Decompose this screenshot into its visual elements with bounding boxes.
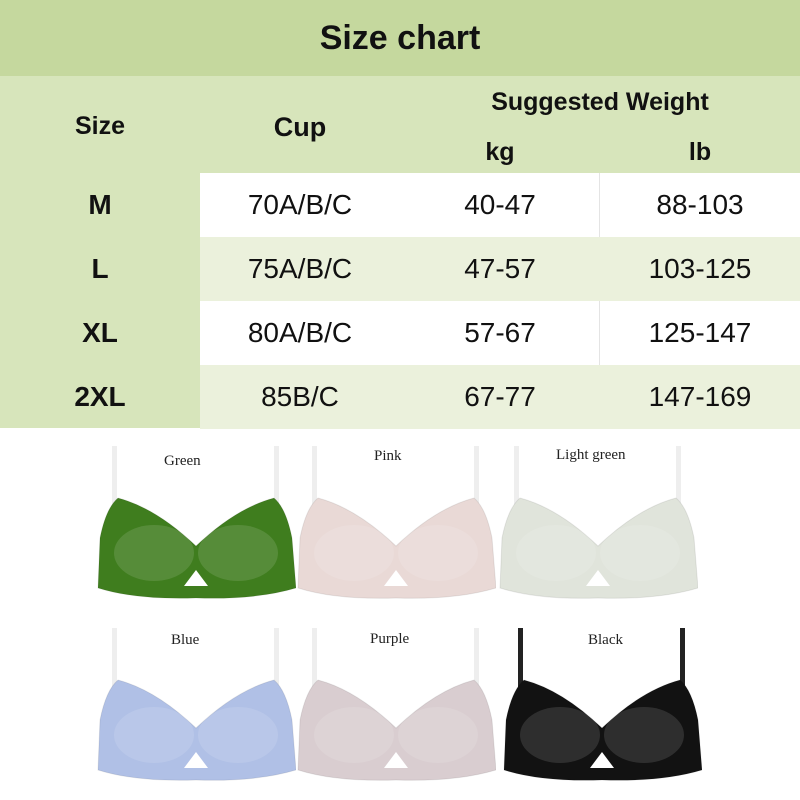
product-green: Green <box>96 438 296 613</box>
cell-size: M <box>88 189 112 220</box>
left-strap <box>518 628 523 688</box>
center-cutout <box>384 752 408 768</box>
right-strap <box>474 446 479 506</box>
header-cup: Cup <box>273 112 327 142</box>
bra-illustration <box>297 628 496 781</box>
size-column-bg <box>0 173 200 428</box>
cell-cup: 75A/B/C <box>247 253 353 284</box>
bra-body <box>499 497 698 599</box>
cell-kg: 40-47 <box>464 189 536 220</box>
left-strap <box>312 446 317 506</box>
bra-body <box>97 679 296 781</box>
header-suggested-weight: Suggested Weight <box>491 88 709 116</box>
cell-cup: 70A/B/C <box>247 189 353 220</box>
bra-illustration <box>297 446 496 599</box>
cell-size: XL <box>82 317 118 348</box>
cell-lb: 88-103 <box>656 189 744 220</box>
table-row: XL 80A/B/C 57-67 125-147 <box>0 301 800 365</box>
bra-illustration <box>499 446 698 599</box>
header-kg: kg <box>485 138 515 166</box>
left-strap <box>112 628 117 688</box>
left-strap <box>112 446 117 506</box>
center-cutout <box>184 570 208 586</box>
product-label: Pink <box>374 448 402 464</box>
table-row: M 70A/B/C 40-47 88-103 <box>0 173 800 237</box>
center-cutout <box>184 752 208 768</box>
product-black: Black <box>502 620 702 795</box>
bra-illustration <box>97 628 296 781</box>
cell-cup: 85B/C <box>261 381 339 412</box>
cell-kg: 47-57 <box>464 253 536 284</box>
product-label: Light green <box>556 447 626 463</box>
center-cutout <box>384 570 408 586</box>
cell-lb: 103-125 <box>648 253 752 284</box>
product-label: Purple <box>370 631 410 647</box>
bra-body <box>297 497 496 599</box>
header-size: Size <box>74 112 126 140</box>
left-strap <box>514 446 519 506</box>
cell-lb: 125-147 <box>648 317 752 348</box>
right-strap <box>274 446 279 506</box>
product-label: Green <box>164 453 201 469</box>
product-pink: Pink <box>296 438 496 613</box>
right-strap <box>676 446 681 506</box>
bra-body <box>97 497 296 599</box>
table-row: L 75A/B/C 47-57 103-125 <box>0 237 800 301</box>
table-row: 2XL 85B/C 67-77 147-169 <box>0 365 800 429</box>
cell-size: 2XL <box>74 381 126 412</box>
bra-illustration <box>97 446 296 599</box>
product-purple: Purple <box>296 620 496 795</box>
product-label: Black <box>588 632 623 648</box>
bra-body <box>297 679 496 781</box>
size-chart-title: Size chart <box>0 0 800 76</box>
bra-illustration <box>503 628 702 781</box>
cell-size: L <box>91 253 109 284</box>
right-strap <box>274 628 279 688</box>
product-label: Blue <box>171 632 200 648</box>
center-cutout <box>590 752 614 768</box>
header-lb: lb <box>688 138 712 166</box>
cell-kg: 57-67 <box>464 317 536 348</box>
cell-lb: 147-169 <box>648 381 752 412</box>
product-light-green: Light green <box>498 438 698 613</box>
cell-kg: 67-77 <box>464 381 536 412</box>
cell-cup: 80A/B/C <box>247 317 353 348</box>
right-strap <box>474 628 479 688</box>
bra-body <box>503 679 702 781</box>
right-strap <box>680 628 685 688</box>
table-header: Size Cup Suggested Weight kg lb <box>0 76 800 173</box>
left-strap <box>312 628 317 688</box>
center-cutout <box>586 570 610 586</box>
product-blue: Blue <box>96 620 296 795</box>
